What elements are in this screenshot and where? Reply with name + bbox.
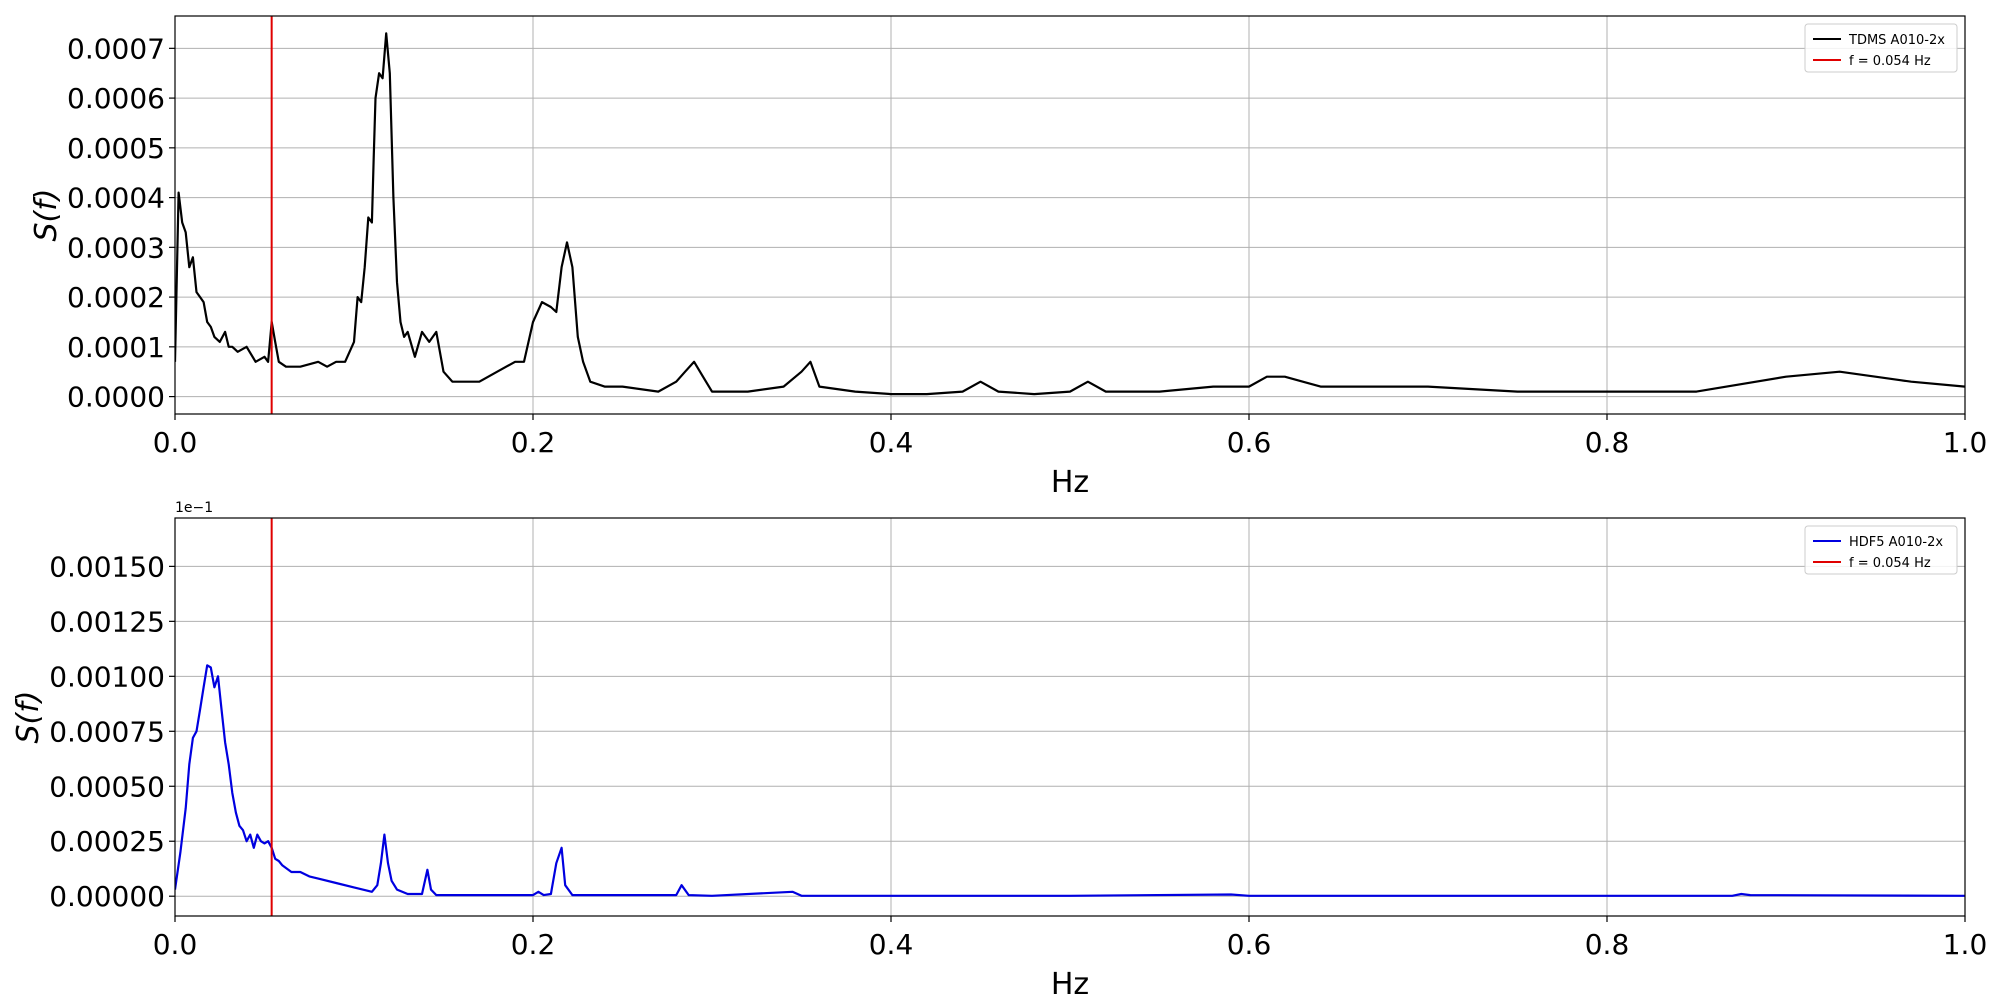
y-tick-label: 0.0003: [67, 231, 165, 264]
y-tick-label: 0.0002: [67, 281, 165, 314]
chart-panel-1: 0.0 0.2 0.4 0.6 0.8 1.0 0.0000 0.0001 0.0002 0.00…: [29, 15, 1988, 500]
legend: HDF5 A010-2x f = 0.054 Hz: [1804, 525, 1958, 575]
y-tick-label: 0.0007: [67, 32, 165, 65]
legend-label: HDF5 A010-2x: [1849, 535, 1943, 550]
x-tick-label: 0.8: [1585, 928, 1630, 961]
x-tick-label: 0.4: [869, 426, 914, 459]
y-offset-label: 1e−1: [175, 500, 213, 516]
plot-area: [175, 16, 1965, 414]
y-tick-label: 0.0006: [67, 82, 165, 115]
x-tick-label: 0.0: [153, 426, 198, 459]
y-tick-label: 0.00025: [49, 825, 165, 858]
y-tick-label: 0.00150: [49, 550, 165, 583]
y-tick-label: 0.0004: [67, 182, 165, 215]
x-tick-label: 0.8: [1585, 426, 1630, 459]
x-tick-label: 0.2: [511, 426, 556, 459]
y-tick-label: 0.00050: [49, 770, 165, 803]
x-tick-label: 0.0: [153, 928, 198, 961]
legend-box: [1804, 525, 1958, 575]
legend-label: TDMS A010-2x: [1848, 33, 1945, 48]
y-tick-label: 0.00000: [49, 880, 165, 913]
series-line-1: [175, 664, 1965, 897]
y-tick-label: 0.0001: [67, 331, 165, 364]
x-axis-label: Hz: [1051, 967, 1089, 1000]
plot-area: [175, 518, 1965, 916]
y-axis-label: S(f): [11, 690, 46, 743]
series-line-1: [175, 32, 1965, 396]
legend-label: f = 0.054 Hz: [1849, 54, 1931, 69]
x-tick-label: 0.2: [511, 928, 556, 961]
y-tick-label: 0.00100: [49, 660, 165, 693]
legend-box: [1804, 23, 1958, 73]
x-tick-label: 0.4: [869, 928, 914, 961]
x-tick-label: 0.6: [1227, 426, 1272, 459]
legend-label: f = 0.054 Hz: [1849, 556, 1931, 571]
y-tick-label: 0.00125: [49, 605, 165, 638]
chart-panel-2: 0.0 0.2 0.4 0.6 0.8 1.0 0.00000 0.00025 0.00050 0…: [11, 500, 1987, 1000]
x-axis-label: Hz: [1051, 465, 1089, 500]
plot-frame: [174, 15, 1966, 415]
x-tick-label: 1.0: [1943, 928, 1988, 961]
x-tick-label: 1.0: [1943, 426, 1988, 459]
y-tick-label: 0.0000: [67, 381, 165, 414]
y-axis-label: S(f): [29, 188, 64, 241]
legend: TDMS A010-2x f = 0.054 Hz: [1804, 23, 1958, 73]
x-tick-label: 0.6: [1227, 928, 1272, 961]
plot-frame: [174, 517, 1966, 917]
y-tick-label: 0.0005: [67, 132, 165, 165]
y-tick-label: 0.00075: [49, 715, 165, 748]
